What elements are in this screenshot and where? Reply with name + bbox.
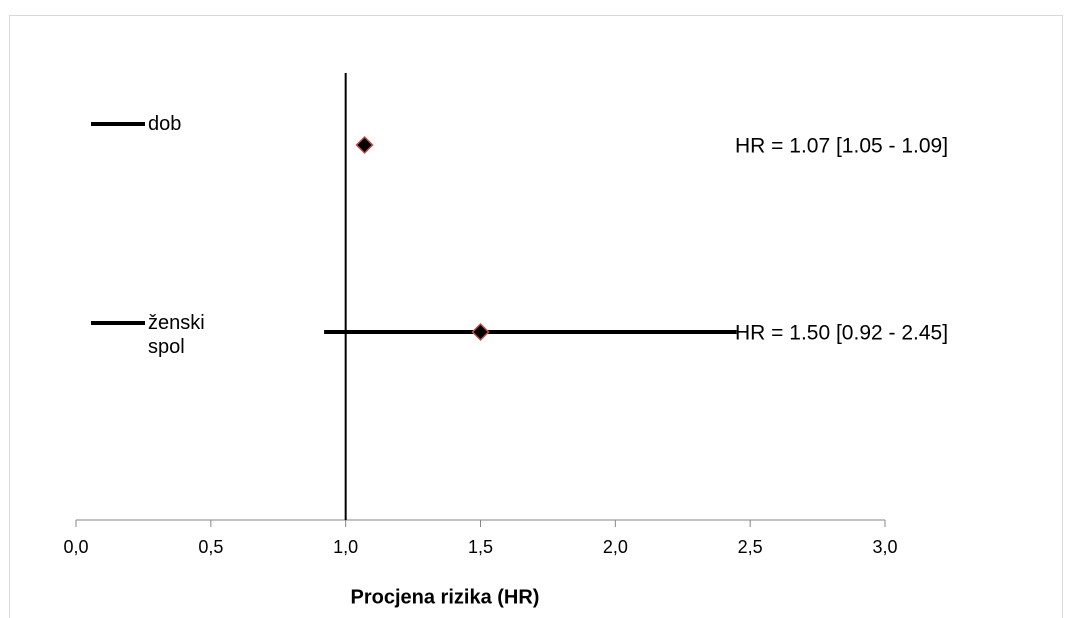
value-label: HR = 1.07 [1.05 - 1.09] xyxy=(735,135,948,158)
x-tick-label: 1,5 xyxy=(468,537,493,557)
chart-border xyxy=(9,15,1063,618)
x-tick-label: 0,5 xyxy=(198,537,223,557)
legend-label: dob xyxy=(148,113,182,135)
x-tick-label: 2,5 xyxy=(738,537,763,557)
x-tick-label: 1,0 xyxy=(333,537,358,557)
x-axis-title: Procjena rizika (HR) xyxy=(351,586,540,608)
hr-marker xyxy=(355,135,374,155)
x-tick-label: 0,0 xyxy=(63,537,88,557)
x-tick-label: 3,0 xyxy=(872,537,897,557)
hr-marker xyxy=(471,322,490,342)
value-label: HR = 1.50 [0.92 - 2.45] xyxy=(735,322,948,345)
legend-label: ženski spol xyxy=(148,312,205,358)
x-tick-label: 2,0 xyxy=(603,537,628,557)
